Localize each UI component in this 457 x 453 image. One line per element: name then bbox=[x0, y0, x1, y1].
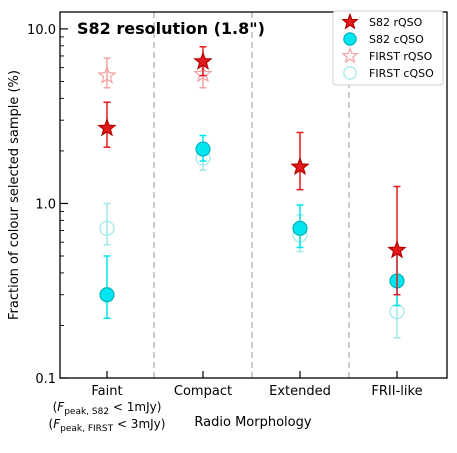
y-axis-label: Fraction of colour selected sample (%) bbox=[7, 70, 22, 320]
data-point bbox=[387, 239, 407, 259]
data-point bbox=[195, 141, 211, 157]
legend-marker bbox=[343, 32, 357, 46]
data-point bbox=[97, 117, 117, 137]
x-tick-label: Faint bbox=[91, 384, 122, 399]
x-tick-label: FRII-like bbox=[371, 384, 422, 399]
data-point bbox=[97, 65, 117, 84]
faint-note: (Fpeak, FIRST < 3mJy) bbox=[49, 417, 166, 434]
y-tick-label: 1.0 bbox=[35, 197, 56, 212]
x-tick-label: Compact bbox=[174, 384, 232, 399]
y-tick-label: 10.0 bbox=[27, 23, 56, 38]
y-tick-label: 0.1 bbox=[35, 372, 56, 387]
x-tick-label: Extended bbox=[269, 384, 331, 399]
legend-label: FIRST cQSO bbox=[369, 67, 434, 80]
data-point bbox=[193, 64, 213, 83]
legend: S82 rQSO S82 cQSO FIRST rQSO FIRST cQSO bbox=[332, 10, 444, 86]
plot-frame bbox=[59, 11, 448, 379]
data-point bbox=[290, 156, 310, 176]
legend-label: S82 rQSO bbox=[369, 16, 423, 29]
legend-marker bbox=[341, 46, 359, 64]
data-point bbox=[99, 220, 115, 236]
legend-frame bbox=[332, 10, 444, 86]
legend-marker bbox=[343, 66, 357, 80]
chart-title: S82 resolution (1.8") bbox=[77, 19, 265, 38]
data-point bbox=[99, 287, 115, 303]
data-point bbox=[292, 220, 308, 236]
data-point bbox=[193, 51, 213, 70]
legend-label: S82 cQSO bbox=[369, 33, 424, 46]
faint-note: (Fpeak, S82 < 1mJy) bbox=[53, 400, 162, 417]
chart-marks bbox=[97, 12, 407, 378]
x-axis-label: Radio Morphology bbox=[194, 415, 311, 430]
legend-marker bbox=[341, 12, 359, 30]
legend-label: FIRST rQSO bbox=[369, 50, 433, 63]
